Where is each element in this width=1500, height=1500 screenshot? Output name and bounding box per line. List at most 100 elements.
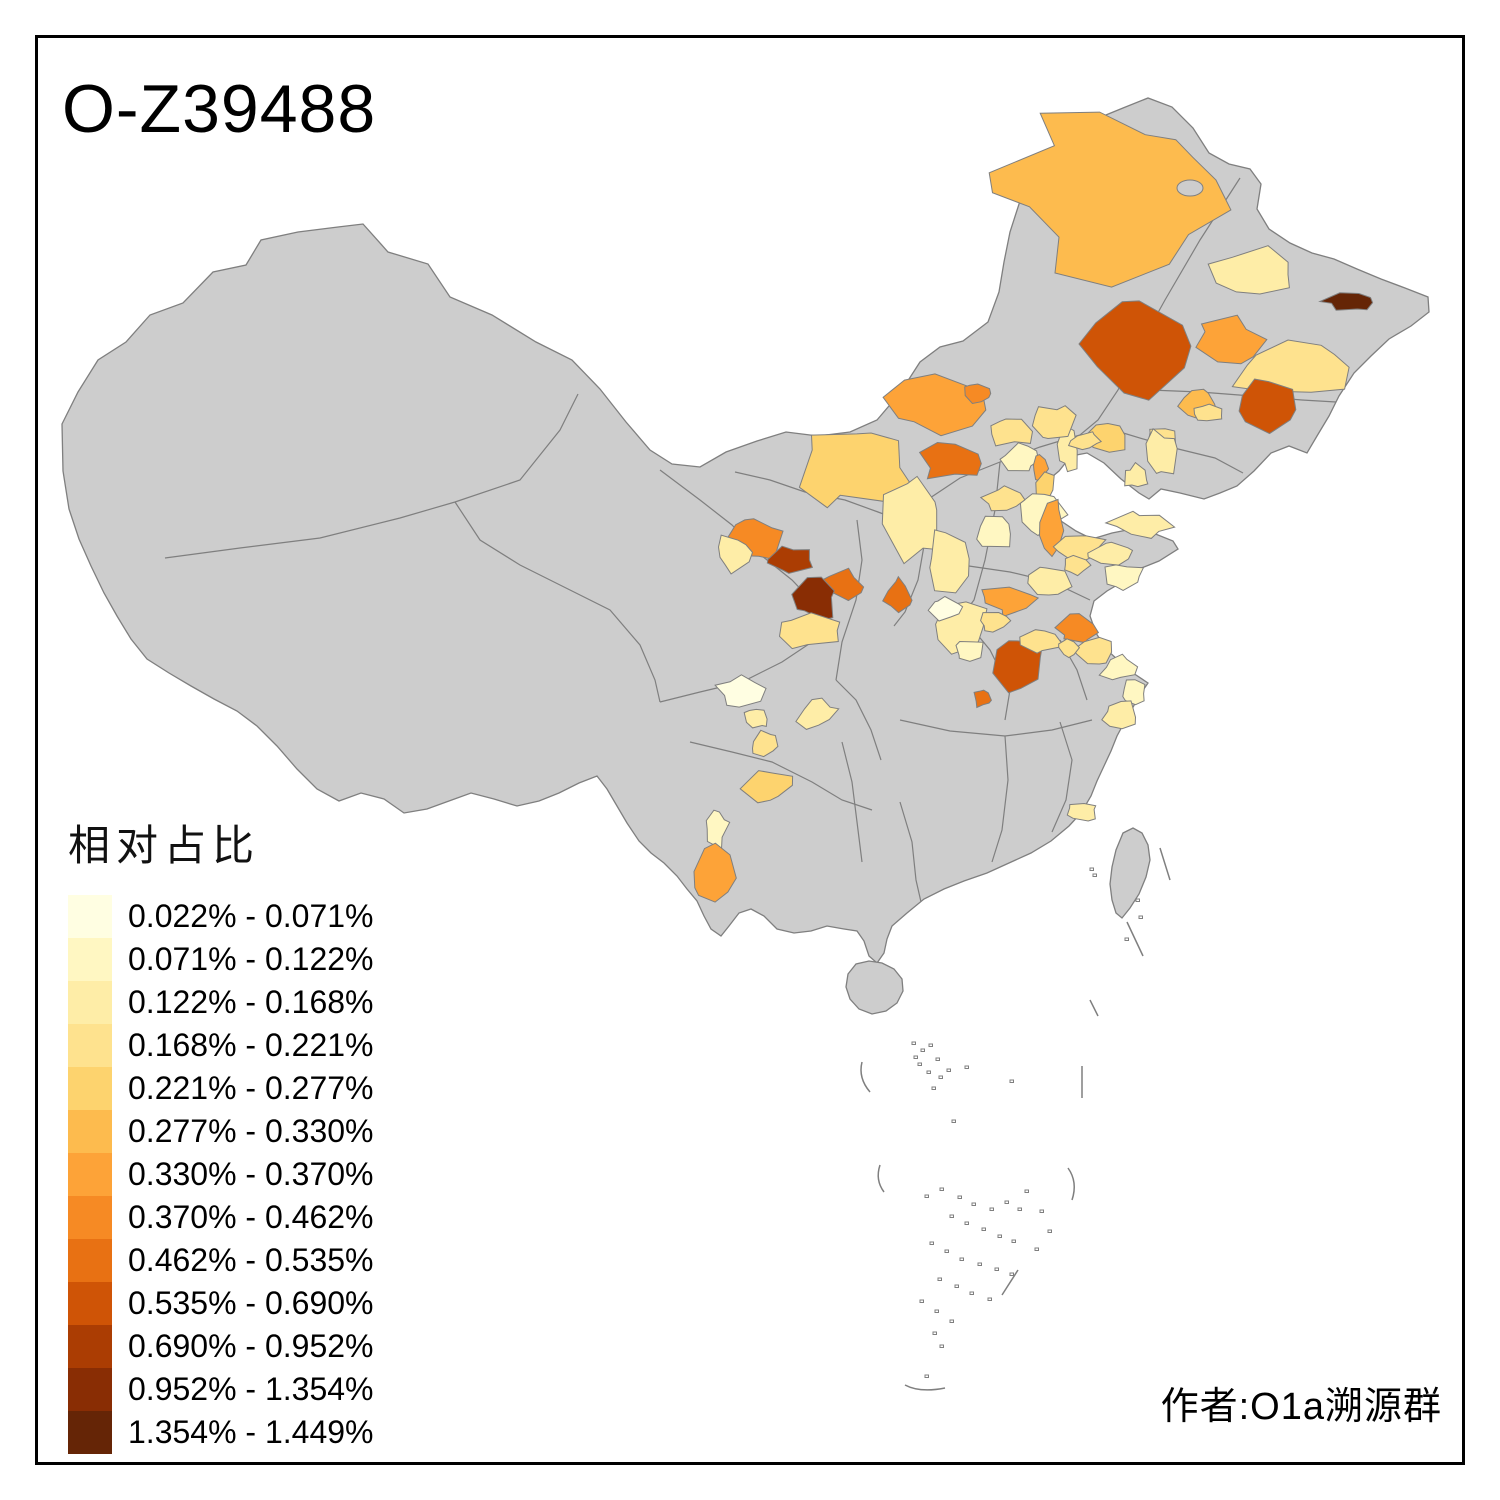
islet-dot [932, 1331, 937, 1335]
islet-dot [959, 1257, 964, 1261]
islet-dot [964, 1221, 969, 1225]
legend-item: 0.370% - 0.462% [68, 1196, 488, 1239]
islet-dot [977, 1262, 982, 1266]
islet-dot [931, 1086, 936, 1090]
map-title: O-Z39488 [62, 71, 377, 147]
map-region [988, 111, 1232, 288]
legend-label: 0.071% - 0.122% [128, 941, 374, 977]
legend-item: 0.690% - 0.952% [68, 1325, 488, 1368]
legend-swatch [68, 1024, 112, 1067]
map-region [1195, 314, 1268, 365]
legend-label: 0.952% - 1.354% [128, 1371, 374, 1407]
legend-label: 1.354% - 1.449% [128, 1414, 374, 1450]
map-region [981, 586, 1040, 618]
islet-dot [917, 1062, 922, 1066]
legend-label: 0.022% - 0.071% [128, 898, 374, 934]
islet-dot [1011, 1239, 1016, 1243]
author-credit: 作者:O1a溯源群 [1160, 1386, 1442, 1428]
islet-dot [997, 1234, 1002, 1238]
islet-dot [944, 1249, 949, 1253]
map-region [1124, 461, 1149, 488]
map-region [973, 689, 992, 709]
islet-dot [938, 1075, 943, 1079]
islet-dot [1034, 1247, 1039, 1251]
map-region [881, 475, 938, 565]
islet-dot [913, 1055, 918, 1059]
map-region [795, 697, 840, 730]
islet-dot [1009, 1079, 1014, 1083]
islet-dot [1089, 867, 1094, 871]
legend-label: 0.462% - 0.535% [128, 1242, 374, 1278]
legend-label: 0.370% - 0.462% [128, 1199, 374, 1235]
map-region [1066, 802, 1097, 822]
map-region [1098, 653, 1139, 681]
map-region [929, 529, 970, 594]
legend-label: 0.122% - 0.168% [128, 984, 374, 1020]
islet-dot [954, 1284, 959, 1288]
legend-item: 0.330% - 0.370% [68, 1153, 488, 1196]
map-region [705, 809, 731, 850]
legend-swatch [68, 1368, 112, 1411]
map-region [1078, 300, 1192, 401]
enclave [1176, 179, 1204, 197]
map-region [1122, 679, 1146, 706]
legend-label: 0.277% - 0.330% [128, 1113, 374, 1149]
map-region [1031, 405, 1077, 440]
legend-swatch [68, 1282, 112, 1325]
legend-swatch [68, 1325, 112, 1368]
islet-dot [920, 1048, 925, 1052]
legend-title: 相对占比 [68, 822, 261, 869]
taiwan-island [1109, 827, 1151, 919]
map-region [1058, 638, 1081, 659]
islet-dot [1138, 915, 1143, 919]
map-region [976, 515, 1011, 548]
map-region [1238, 378, 1297, 435]
legend: 相对占比 0.022% - 0.071% 0.071% - 0.122% 0.122… [68, 812, 488, 1454]
islet-dot [1004, 1200, 1009, 1204]
islet-dot [964, 1065, 969, 1069]
legend-swatch [68, 1067, 112, 1110]
map-region [1101, 700, 1137, 730]
map-region [1104, 510, 1176, 539]
legend-swatch [68, 1239, 112, 1282]
islet-dot [934, 1309, 939, 1313]
map-region [1104, 564, 1145, 591]
legend-item: 0.071% - 0.122% [68, 938, 488, 981]
islet-dot [1024, 1189, 1029, 1193]
legend-label: 0.690% - 0.952% [128, 1328, 374, 1364]
map-region [955, 640, 984, 662]
legend-label: 0.330% - 0.370% [128, 1156, 374, 1192]
map-region [1231, 339, 1350, 393]
islet-dot [924, 1374, 929, 1378]
map-region [1145, 428, 1178, 475]
islet-dot [1039, 1209, 1044, 1213]
map-region [990, 418, 1034, 447]
islet-dot [929, 1241, 934, 1245]
legend-swatch [68, 981, 112, 1024]
legend-swatch [68, 1196, 112, 1239]
map-region [918, 441, 982, 480]
south-china-sea-islands [860, 847, 1171, 1391]
islet-dot [911, 1041, 916, 1045]
islet-dot [926, 1070, 931, 1074]
islet-dot [935, 1057, 940, 1061]
islet-dot [946, 1068, 951, 1072]
legend-label: 0.168% - 0.221% [128, 1027, 374, 1063]
islet-dot [981, 1227, 986, 1231]
legend-item: 1.354% - 1.449% [68, 1411, 488, 1454]
hainan-island [845, 960, 904, 1015]
map-region [979, 485, 1026, 512]
islet-dot [928, 1043, 933, 1047]
map-region [999, 442, 1040, 472]
legend-swatch [68, 1153, 112, 1196]
islet-dot [951, 1119, 956, 1123]
legend-item: 0.022% - 0.071% [68, 895, 488, 938]
islet-dot [1047, 1229, 1052, 1233]
map-region [751, 729, 779, 758]
map-region [964, 383, 992, 405]
legend-swatch [68, 1411, 112, 1454]
legend-swatch [68, 938, 112, 981]
map-region [882, 575, 913, 614]
islet-dot [989, 1207, 994, 1211]
